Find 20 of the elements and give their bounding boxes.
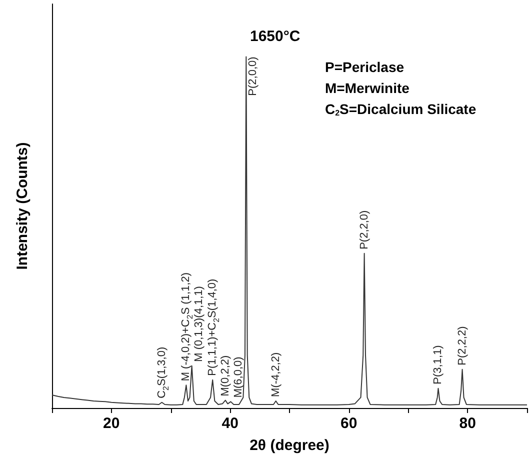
x-tick-label: 20	[103, 415, 120, 432]
annotation: M (-4,0,2)+C2S (1,1,2)	[180, 272, 195, 382]
annotation: M(-4,2,2)	[270, 352, 282, 397]
annotation: P=Periclase	[325, 59, 404, 75]
chart-title: 1650°C	[250, 28, 300, 45]
x-tick-label: 80	[459, 415, 476, 432]
x-tick-label: 40	[222, 415, 238, 432]
annotation: P(3,1,1)	[432, 345, 444, 384]
annotation: P(1,1,1)+C2S(1,4,0)	[206, 278, 222, 376]
annotation: C2S(1,3,0)	[156, 346, 170, 398]
annotation: M (0,1,3)(4,1,1)	[193, 286, 206, 362]
x-tick-label: 60	[340, 415, 358, 432]
annotation: M(0,2,2)	[220, 355, 232, 396]
annotation: M=Merwinite	[325, 80, 410, 96]
x-axis-title: 2θ (degree)	[250, 437, 330, 454]
y-axis-title: Intensity (Counts)	[14, 142, 31, 270]
annotation: P(2,2,0)	[358, 210, 370, 250]
annotation: M(6,0,0)	[232, 356, 245, 398]
annotation: P(2,2,2)	[456, 326, 468, 366]
annotation: P(2,0,0)	[247, 56, 260, 96]
